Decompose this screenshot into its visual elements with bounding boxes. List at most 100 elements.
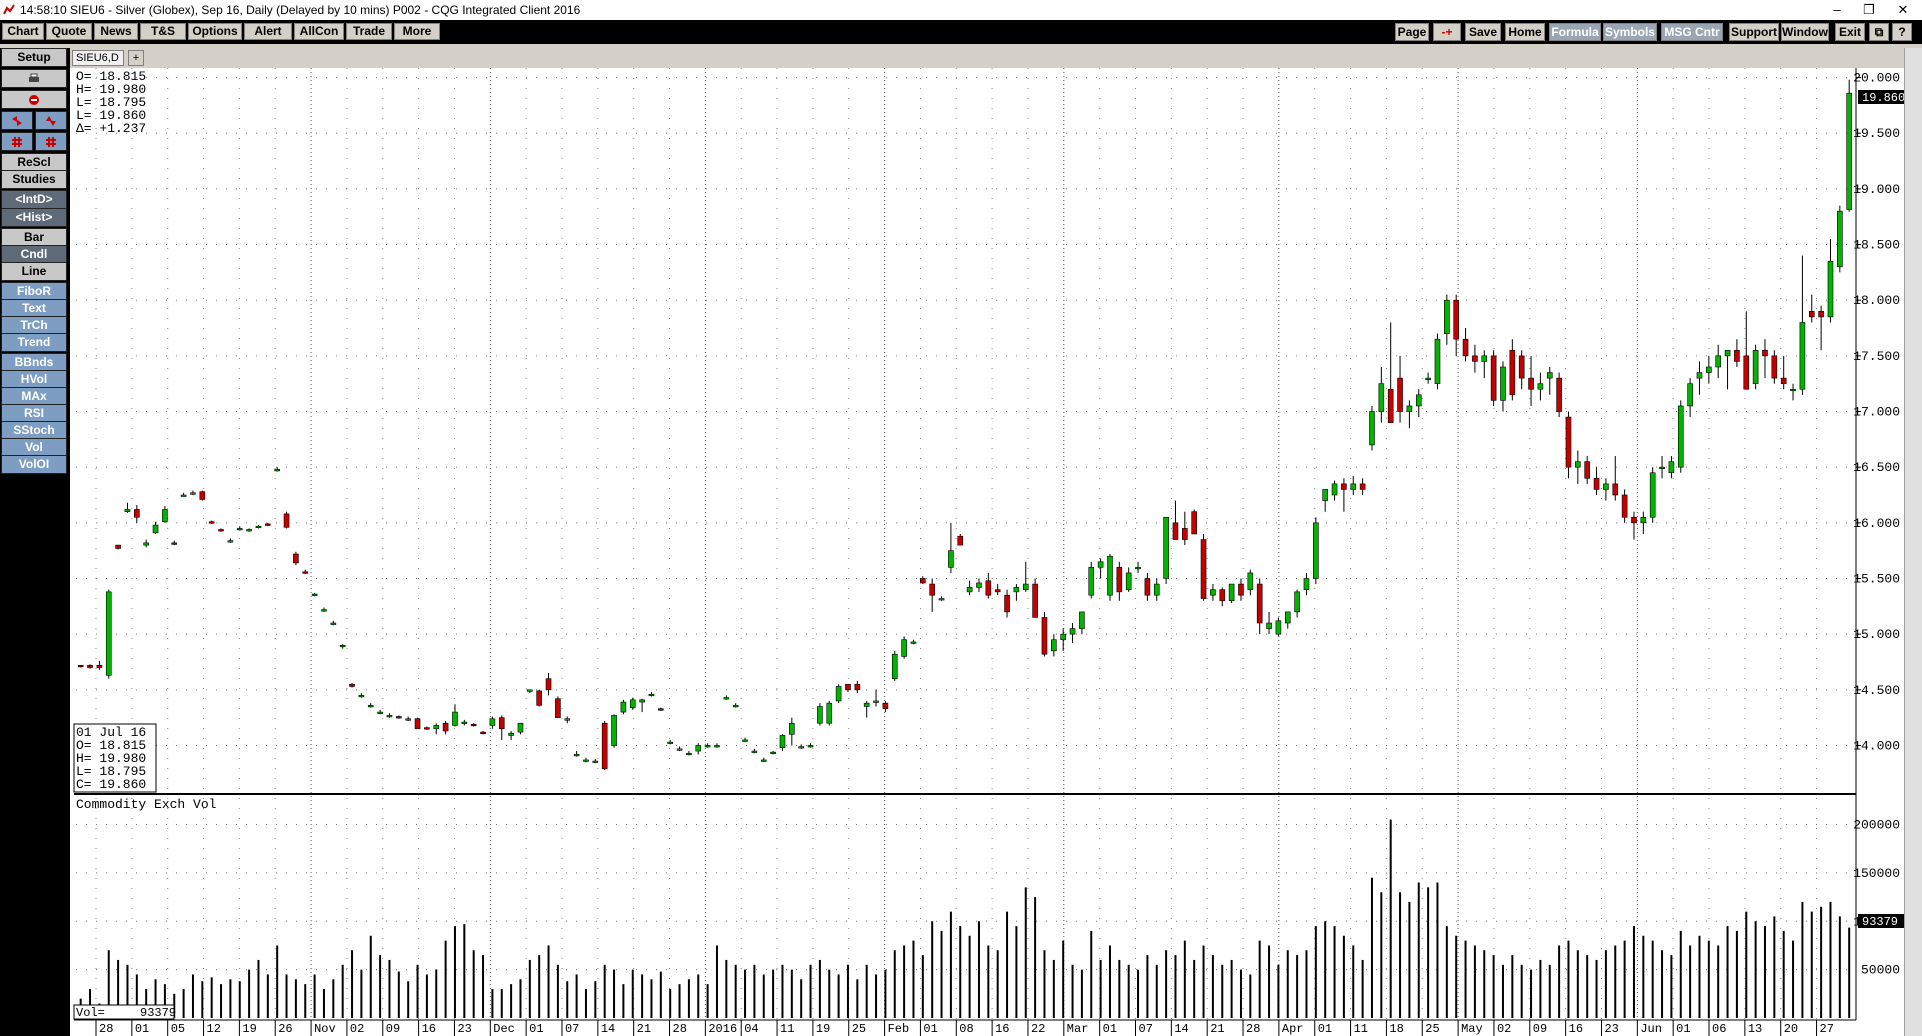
candle-body	[723, 697, 730, 700]
exit-button[interactable]: Exit	[1835, 23, 1865, 41]
scroll-left-button[interactable]	[1, 111, 33, 130]
studies-button[interactable]: Studies	[1, 170, 67, 189]
menu-news[interactable]: News	[94, 23, 138, 40]
formula-button[interactable]: Formula	[1549, 23, 1601, 41]
candle-body	[789, 722, 795, 735]
help-button[interactable]: ?	[1892, 23, 1912, 41]
candle-body	[1397, 377, 1403, 412]
candle	[1518, 350, 1525, 390]
candle-body	[1434, 338, 1441, 384]
setup-button[interactable]: Setup	[1, 48, 67, 67]
candle-body	[255, 525, 262, 528]
restore-button[interactable]: ❐	[1863, 2, 1875, 17]
candle-body	[208, 521, 215, 524]
rsi-button[interactable]: RSI	[1, 404, 67, 423]
candle	[1303, 572, 1310, 596]
intraday-button[interactable]: <IntD>	[1, 190, 67, 209]
candle	[1453, 294, 1459, 356]
candle	[1827, 238, 1834, 323]
candle-body	[414, 718, 421, 730]
save-button[interactable]: Save	[1465, 23, 1501, 41]
window-button[interactable]: Window	[1781, 23, 1829, 41]
minimize-button[interactable]: –	[1833, 2, 1841, 17]
candle-body	[1088, 567, 1095, 596]
history-button[interactable]: <Hist>	[1, 208, 67, 227]
menu-alert[interactable]: Alert	[244, 23, 292, 40]
ohlc-header: O= 18.815 H= 19.980 L= 18.795 L= 19.860 …	[76, 69, 146, 136]
candle-body	[957, 535, 964, 546]
right-scrollbar[interactable]	[1904, 48, 1922, 1036]
tile-icon[interactable]: ⧉	[1869, 23, 1889, 41]
voloi-button[interactable]: VolOI	[1, 455, 67, 474]
info-close: C= 19.860	[76, 777, 146, 792]
candle-body	[1677, 405, 1684, 468]
candle	[760, 757, 767, 763]
scroll-up-button[interactable]	[35, 111, 67, 130]
sstoch-button[interactable]: SStoch	[1, 421, 67, 440]
candle	[283, 511, 290, 529]
grid-button[interactable]	[1, 132, 33, 151]
last-price-value: 19.860	[1862, 91, 1904, 105]
candle-body	[966, 587, 973, 593]
max-button[interactable]: MAx	[1, 387, 67, 406]
window-titlebar: 14:58:10 SIEU6 - Silver (Globex), Sep 16…	[0, 0, 1922, 21]
cursor-button[interactable]	[1, 90, 67, 109]
candle	[583, 757, 589, 763]
info-date: 01 Jul 16	[76, 725, 146, 740]
time-tick-label: Feb	[888, 1022, 910, 1036]
candle	[302, 569, 309, 575]
candle-body	[143, 542, 149, 546]
candle	[1153, 578, 1160, 601]
close-button[interactable]: ✕	[1897, 2, 1909, 17]
candle-body	[1097, 561, 1104, 568]
candle	[1013, 584, 1020, 601]
menu-more[interactable]: More	[394, 23, 440, 40]
candle-body	[1546, 372, 1553, 379]
tab-sieu6[interactable]: SIEU6,D	[72, 50, 124, 66]
candle-body	[1116, 567, 1123, 593]
candle-body	[96, 665, 103, 668]
page-button[interactable]: Page	[1395, 23, 1429, 41]
print-button[interactable]	[1, 69, 67, 88]
candle	[1734, 339, 1740, 367]
candle	[938, 596, 945, 601]
menu-options[interactable]: Options	[188, 23, 242, 40]
menu-allcon[interactable]: AllCon	[294, 23, 344, 40]
candle	[1724, 349, 1731, 390]
candle-body	[676, 748, 683, 751]
candle-body	[1790, 388, 1796, 392]
menu-quote[interactable]: Quote	[46, 23, 92, 40]
grid2-button[interactable]	[35, 132, 67, 151]
trend-button[interactable]: Trend	[1, 333, 67, 352]
candle	[208, 520, 215, 524]
home-button[interactable]: Home	[1505, 23, 1545, 41]
menu-ts[interactable]: T&S	[140, 23, 186, 40]
candle-body	[948, 550, 954, 568]
line-button[interactable]: Line	[1, 262, 67, 281]
candle	[1294, 589, 1300, 618]
time-tick-label: Jun	[1640, 1022, 1662, 1036]
candle	[358, 693, 365, 698]
candle	[1247, 569, 1254, 596]
menu-chart[interactable]: Chart	[2, 23, 44, 40]
candle	[948, 522, 954, 573]
candle	[536, 689, 542, 707]
msg-center-button[interactable]: MSG Cntr	[1661, 23, 1723, 41]
candle	[629, 697, 636, 710]
price-tick-label: 18.000	[1853, 293, 1900, 308]
trch-button[interactable]: TrCh	[1, 316, 67, 335]
add-tab-button[interactable]: +	[128, 50, 144, 66]
hvol-button[interactable]: HVol	[1, 370, 67, 389]
candle	[1097, 558, 1104, 579]
candle-body	[190, 492, 196, 495]
menu-trade[interactable]: Trade	[346, 23, 392, 40]
candle-body	[1593, 478, 1600, 490]
candle-body	[1724, 349, 1731, 357]
zoom-button[interactable]: -+	[1433, 23, 1461, 41]
support-button[interactable]: Support	[1729, 23, 1779, 41]
candle	[1163, 516, 1169, 585]
symbols-button[interactable]: Symbols	[1603, 23, 1657, 41]
candle	[770, 751, 776, 755]
candle-body	[1799, 322, 1806, 390]
chart[interactable]: 14.000 14.500 15.000 15.500 16.000 16.500 17.0…	[70, 68, 1904, 1036]
